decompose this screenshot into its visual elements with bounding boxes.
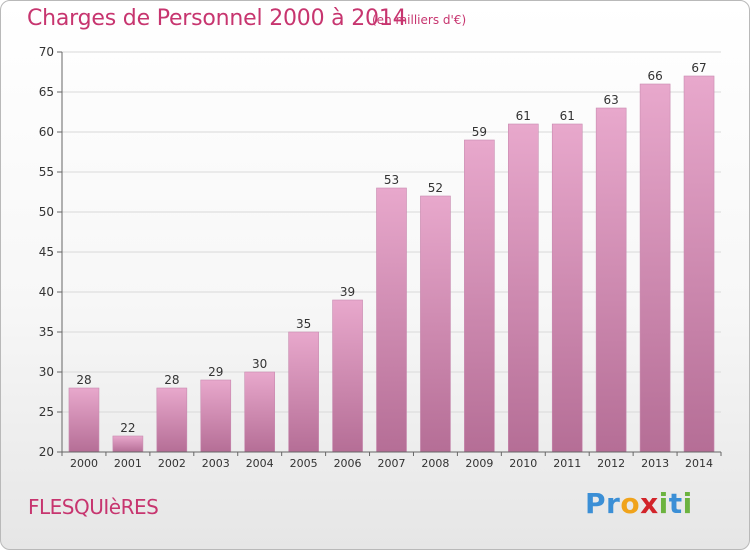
x-tick-label: 2013	[641, 457, 669, 470]
data-label-2008: 52	[428, 181, 443, 195]
proxiti-logo[interactable]: Proxiti	[585, 487, 693, 520]
bar-2001	[112, 435, 144, 453]
bar-2010	[507, 123, 539, 453]
x-tick-label: 2007	[378, 457, 406, 470]
bar-2008	[420, 195, 451, 453]
logo-letter: P	[585, 487, 607, 520]
x-tick-label: 2004	[246, 457, 274, 470]
x-tick-label: 2012	[597, 457, 625, 470]
x-tick-label: 2002	[158, 457, 186, 470]
data-label-2013: 66	[647, 69, 662, 83]
bar-2011	[551, 123, 583, 453]
data-label-2012: 63	[604, 93, 619, 107]
x-tick-label: 2003	[202, 457, 230, 470]
logo-letter: o	[620, 487, 641, 520]
chart-title: Charges de Personnel 2000 à 2014	[27, 6, 407, 31]
data-label-2004: 30	[252, 357, 267, 371]
y-tick-label: 30	[39, 365, 54, 379]
x-tick-label: 2001	[114, 457, 142, 470]
y-tick-label: 45	[39, 245, 54, 259]
x-tick-label: 2000	[70, 457, 98, 470]
bar-2003	[200, 379, 232, 453]
y-tick-label: 70	[39, 45, 54, 59]
y-tick-label: 55	[39, 165, 54, 179]
bar-2007	[376, 187, 407, 453]
logo-letter: i	[658, 487, 669, 520]
y-tick-label: 60	[39, 125, 54, 139]
data-label-2003: 29	[208, 365, 223, 379]
x-tick-label: 2008	[421, 457, 449, 470]
bar-2005	[288, 331, 319, 453]
data-label-2007: 53	[384, 173, 399, 187]
data-label-2010: 61	[516, 109, 531, 123]
x-tick-label: 2005	[290, 457, 318, 470]
axes	[57, 51, 722, 456]
y-tick-label: 65	[39, 85, 54, 99]
y-tick-label: 35	[39, 325, 54, 339]
bars	[68, 75, 715, 453]
data-label-2001: 22	[120, 421, 135, 435]
data-label-2011: 61	[560, 109, 575, 123]
data-label-2005: 35	[296, 317, 311, 331]
x-tick-label: 2009	[465, 457, 493, 470]
commune-name: FLESQUIèRES	[28, 495, 159, 519]
x-tick-label: 2011	[553, 457, 581, 470]
data-label-2002: 28	[164, 373, 179, 387]
bar-2006	[332, 299, 363, 453]
bar-2009	[464, 139, 495, 453]
logo-letter: r	[606, 487, 621, 520]
bar-2014	[683, 75, 715, 453]
x-tick-label: 2014	[685, 457, 713, 470]
bar-2002	[156, 387, 188, 453]
chart-subtitle: (en milliers d'€)	[372, 13, 467, 27]
logo-letter: x	[640, 487, 659, 520]
x-tick-label: 2006	[334, 457, 362, 470]
bar-2000	[68, 387, 100, 453]
data-label-2014: 67	[691, 61, 706, 75]
x-tick-label: 2010	[509, 457, 537, 470]
bar-2013	[639, 83, 671, 453]
bar-2012	[595, 107, 627, 453]
y-tick-label: 40	[39, 285, 54, 299]
bar-2004	[244, 371, 275, 453]
data-label-2006: 39	[340, 285, 355, 299]
y-tick-label: 50	[39, 205, 54, 219]
y-tick-label: 20	[39, 445, 54, 459]
logo-letter: i	[682, 487, 693, 520]
data-label-2009: 59	[472, 125, 487, 139]
labels: 20 25 30 35 40 45 50 55 60 65 70 2000 28 2001 22 2002 28…	[39, 45, 713, 470]
y-tick-label: 25	[39, 405, 54, 419]
data-label-2000: 28	[76, 373, 91, 387]
logo-letter: t	[668, 487, 683, 520]
